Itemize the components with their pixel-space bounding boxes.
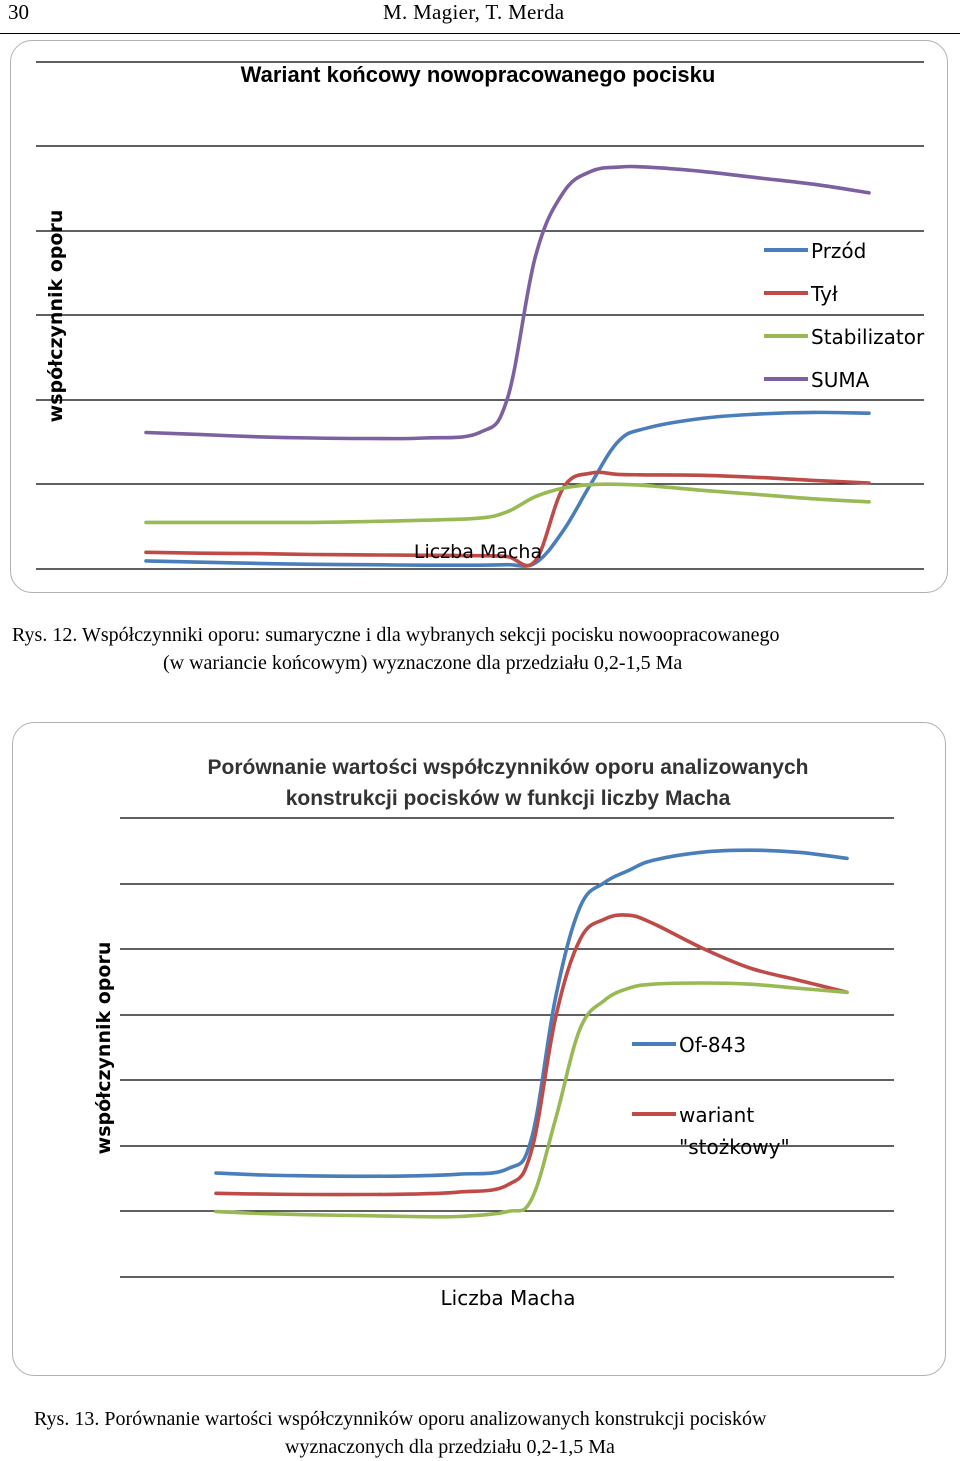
legend-label: Stabilizator — [811, 325, 925, 349]
chart-title: konstrukcji pocisków w funkcji liczby Ma… — [286, 787, 731, 810]
legend-label: Przód — [811, 239, 866, 263]
chart-title: Porównanie wartości współczynników oporu… — [208, 756, 809, 779]
y-axis-label: współczynnik oporu — [93, 942, 115, 1155]
x-axis-label: Liczba Macha — [414, 541, 542, 563]
legend-label: SUMA — [811, 368, 870, 392]
figure12-caption-line2: (w wariancie końcowym) wyznaczone dla pr… — [163, 652, 683, 674]
series-line-2 — [144, 470, 871, 568]
legend-label: wariant — [679, 1103, 754, 1127]
series-line-4 — [144, 164, 871, 441]
chart-figure12: Wariant końcowy nowopracowanego pocisku w… — [36, 61, 925, 570]
series-line-1 — [214, 848, 849, 1179]
series-line-2 — [214, 913, 849, 1197]
figure12-caption-line1: Rys. 12. Współczynniki oporu: sumaryczne… — [12, 624, 780, 646]
authors: M. Magier, T. Merda — [383, 0, 565, 24]
chart-figure13: Porównanie wartości współczynników oporu… — [93, 756, 894, 1310]
page-number: 30 — [8, 0, 29, 24]
series-line-3 — [214, 981, 849, 1219]
header-rule — [0, 33, 960, 34]
y-axis-label: współczynnik oporu — [45, 210, 67, 423]
chart-panel-figure13 — [12, 722, 946, 1376]
legend-label: "stożkowy" — [679, 1135, 790, 1159]
figure12-caption: Rys. 12. Współczynniki oporu: sumaryczne… — [0, 621, 960, 677]
figure13-caption-line2: wyznaczonych dla przedziału 0,2-1,5 Ma — [285, 1436, 615, 1458]
series-line-3 — [144, 482, 871, 525]
chart-title: Wariant końcowy nowopracowanego pocisku — [241, 62, 716, 87]
legend-label: Of-843 — [679, 1033, 746, 1057]
figure13-caption: Rys. 13. Porównanie wartości współczynni… — [0, 1405, 960, 1461]
chart-panel-figure12 — [10, 40, 948, 593]
figure13-caption-line1: Rys. 13. Porównanie wartości współczynni… — [34, 1408, 767, 1430]
x-axis-label: Liczba Macha — [441, 1286, 576, 1310]
legend-label: Tył — [810, 282, 838, 306]
page-header: 30 M. Magier, T. Merda — [0, 0, 960, 34]
